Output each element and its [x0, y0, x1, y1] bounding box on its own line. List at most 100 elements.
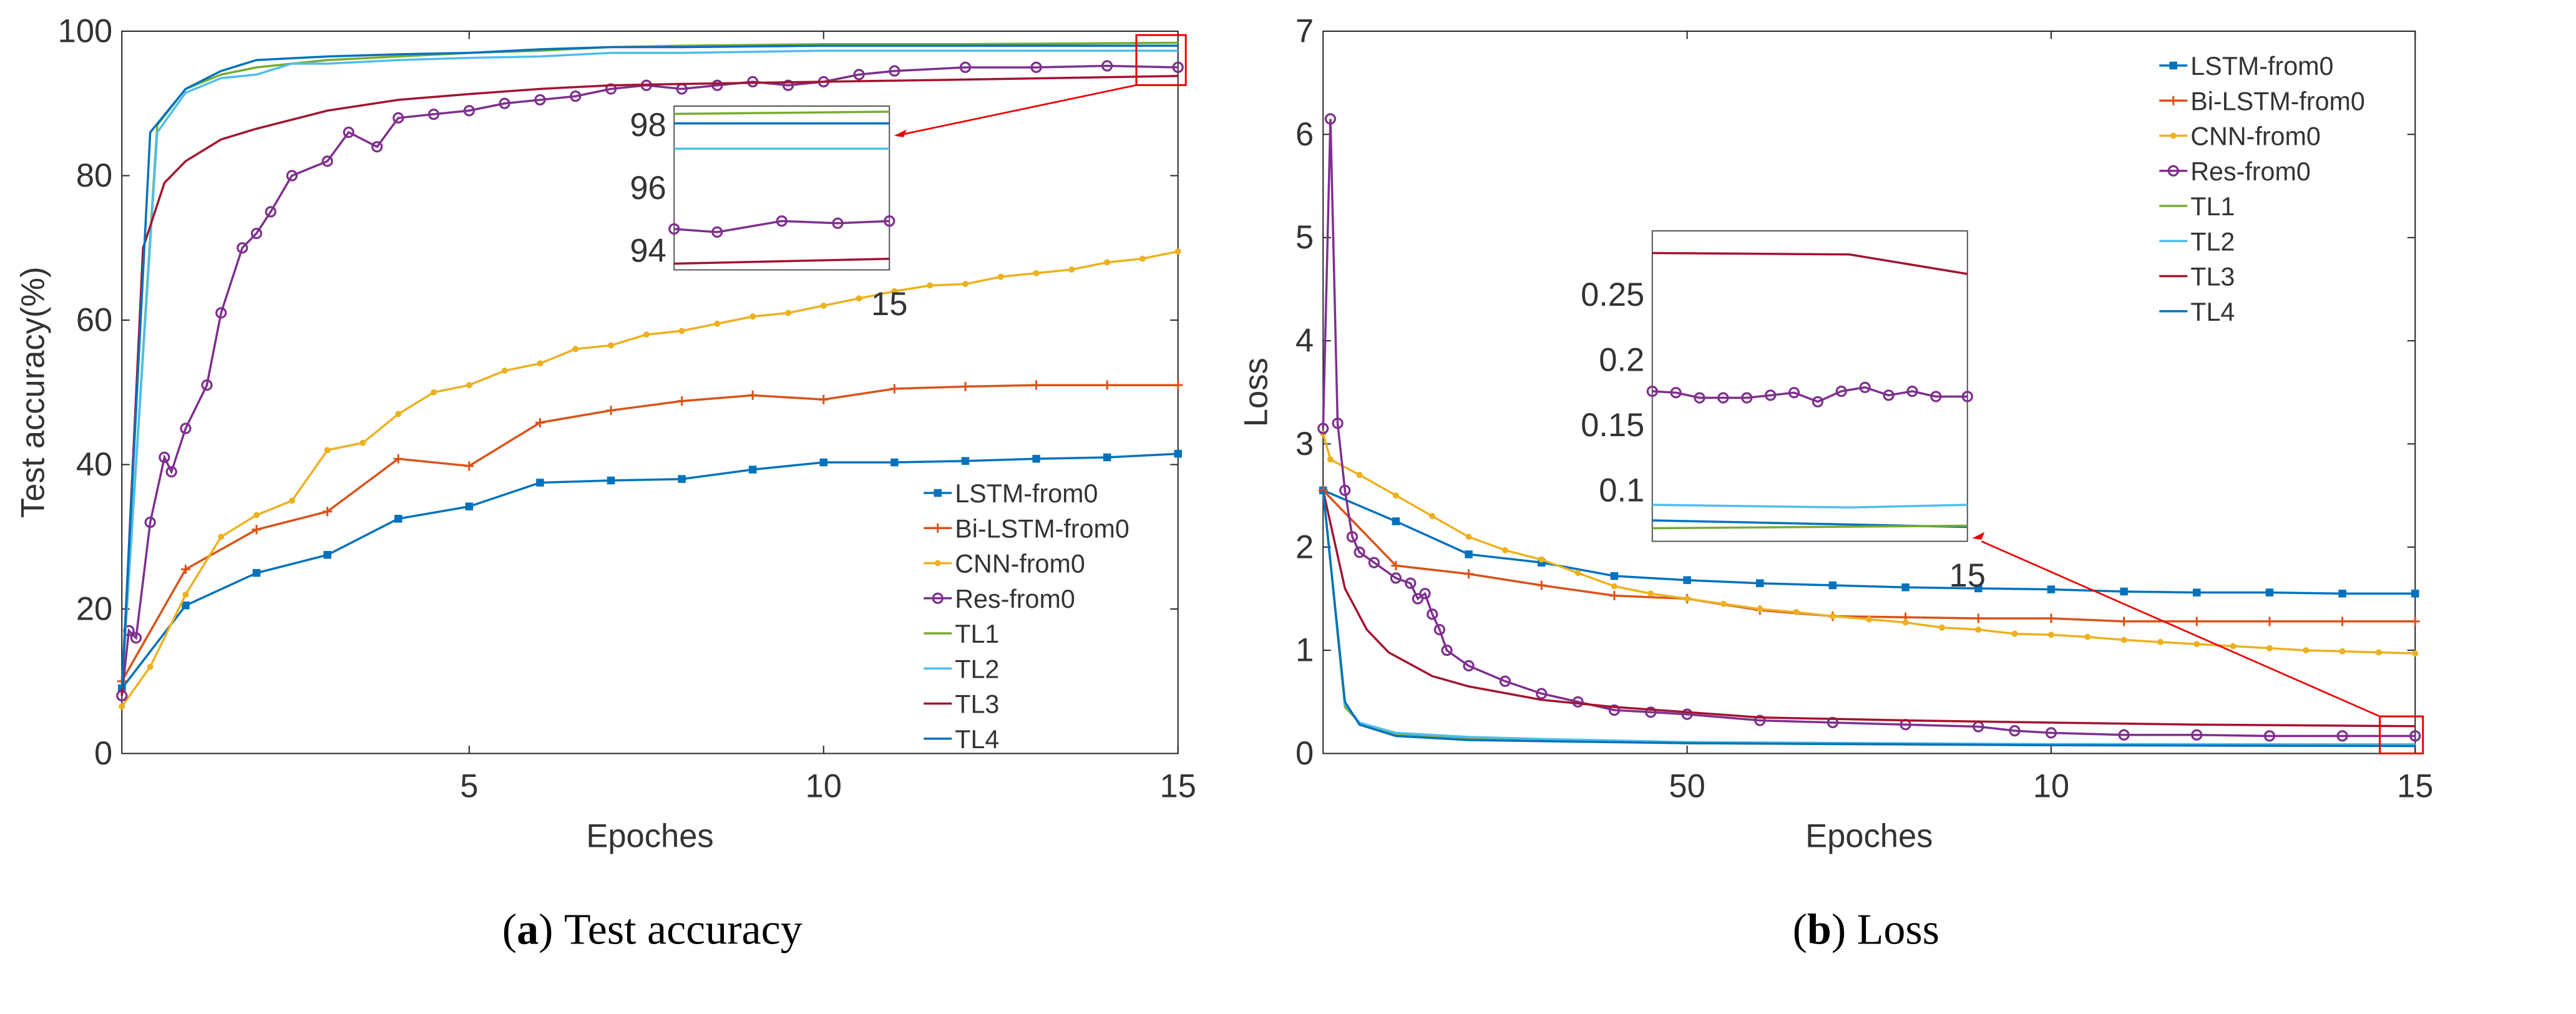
data-point	[1032, 380, 1042, 390]
data-point	[1392, 517, 1400, 525]
data-point	[395, 411, 402, 417]
data-point	[1032, 454, 1040, 463]
data-point	[1339, 484, 1351, 496]
data-point	[1104, 259, 1111, 266]
series-tl2	[120, 49, 1178, 689]
inset-data-point	[884, 215, 895, 227]
data-point	[1068, 266, 1075, 273]
data-point	[1501, 547, 1508, 553]
y-tick-label: 40	[76, 446, 112, 483]
data-point	[537, 360, 544, 367]
inset-data-point	[1765, 389, 1777, 401]
zoom-region-box	[2379, 715, 2424, 754]
data-point	[962, 281, 968, 288]
caption-letter: a	[517, 906, 539, 954]
inset-series-tl2	[1652, 504, 1968, 509]
y-tick-label: 5	[1295, 219, 1314, 256]
data-point	[2410, 617, 2420, 626]
data-point	[427, 108, 440, 120]
data-point	[265, 206, 276, 218]
legend-marker	[2170, 132, 2177, 139]
inset-series-tl1	[1652, 524, 1968, 530]
series-line	[120, 75, 1178, 696]
data-point	[1647, 590, 1654, 597]
data-point	[782, 79, 794, 91]
series-line	[1322, 119, 2416, 738]
data-point	[165, 466, 177, 478]
legend-item: CNN-from0	[924, 550, 1085, 578]
y-tick-label: 20	[76, 591, 112, 628]
data-point	[465, 502, 474, 510]
data-point	[1756, 579, 1764, 587]
data-point	[2375, 649, 2382, 656]
zoom-arrow-head	[894, 129, 907, 137]
data-point	[819, 458, 828, 467]
y-axis-label: Loss	[1237, 358, 1274, 427]
series-line	[120, 44, 1178, 689]
data-point	[889, 65, 900, 77]
data-point	[2120, 636, 2127, 643]
subfigure-caption: (b) Loss	[1793, 906, 1939, 954]
data-point	[1332, 417, 1344, 429]
data-point	[677, 396, 687, 406]
data-point	[1608, 704, 1621, 716]
data-point	[960, 381, 970, 391]
data-point	[1356, 472, 1363, 479]
data-point	[1901, 583, 1910, 592]
inset-x-tick-label: 15	[871, 286, 907, 323]
series-line	[120, 64, 1178, 696]
data-point	[1611, 583, 1617, 590]
data-point	[1828, 581, 1837, 590]
data-point	[1102, 380, 1112, 390]
data-point	[1536, 580, 1546, 590]
inset-data-point	[1883, 389, 1895, 401]
data-point	[323, 507, 333, 517]
data-point	[748, 466, 757, 474]
data-point	[2265, 617, 2275, 626]
legend-label: LSTM-from0	[2190, 52, 2333, 80]
inset-data-point	[832, 217, 844, 229]
legend-item: CNN-from0	[2159, 122, 2321, 151]
data-point	[1681, 708, 1693, 720]
data-point	[856, 295, 862, 302]
inset-data-point	[1741, 392, 1753, 404]
series-line	[1322, 490, 2416, 748]
data-point	[1793, 608, 1800, 615]
y-tick-label: 4	[1295, 323, 1314, 359]
data-point	[288, 497, 295, 504]
data-point	[1684, 595, 1690, 602]
legend-marker	[2169, 95, 2178, 105]
data-point	[182, 601, 190, 610]
data-point	[678, 328, 685, 334]
data-point	[1101, 60, 1113, 72]
data-point	[2118, 729, 2130, 741]
legend-marker	[2169, 61, 2177, 70]
series-cnn-from0	[1320, 430, 2419, 657]
data-point	[1441, 645, 1453, 656]
data-point	[2047, 631, 2054, 638]
legend-item: TL3	[924, 690, 999, 719]
inset-data-point	[711, 226, 723, 238]
x-tick-label: 10	[806, 768, 842, 805]
legend: LSTM-from0 Bi-LSTM-from0 CNN-from0 Res-from…	[2159, 52, 2365, 326]
data-point	[2409, 730, 2421, 742]
data-point	[1173, 380, 1183, 390]
data-point	[606, 406, 616, 416]
x-tick-label: 15	[1160, 768, 1196, 805]
data-point	[1645, 706, 1657, 718]
legend: LSTM-from0 Bi-LSTM-from0 CNN-from0 Res-from…	[924, 479, 1129, 754]
data-point	[201, 379, 213, 391]
data-point	[1538, 556, 1545, 563]
caption-paren-open: (	[502, 906, 517, 954]
legend-marker	[932, 592, 944, 604]
inset-y-tick-label: 0.2	[1599, 341, 1644, 378]
data-point	[2339, 648, 2346, 655]
legend-item: LSTM-from0	[2159, 52, 2333, 80]
legend-marker	[934, 489, 942, 497]
legend-label: TL1	[2190, 192, 2235, 221]
data-point	[2193, 641, 2200, 648]
inset-data-point	[776, 215, 788, 227]
x-tick-label: 5	[460, 768, 478, 805]
inset-data-point	[1717, 392, 1729, 404]
inset-series-res-from0	[674, 220, 890, 233]
